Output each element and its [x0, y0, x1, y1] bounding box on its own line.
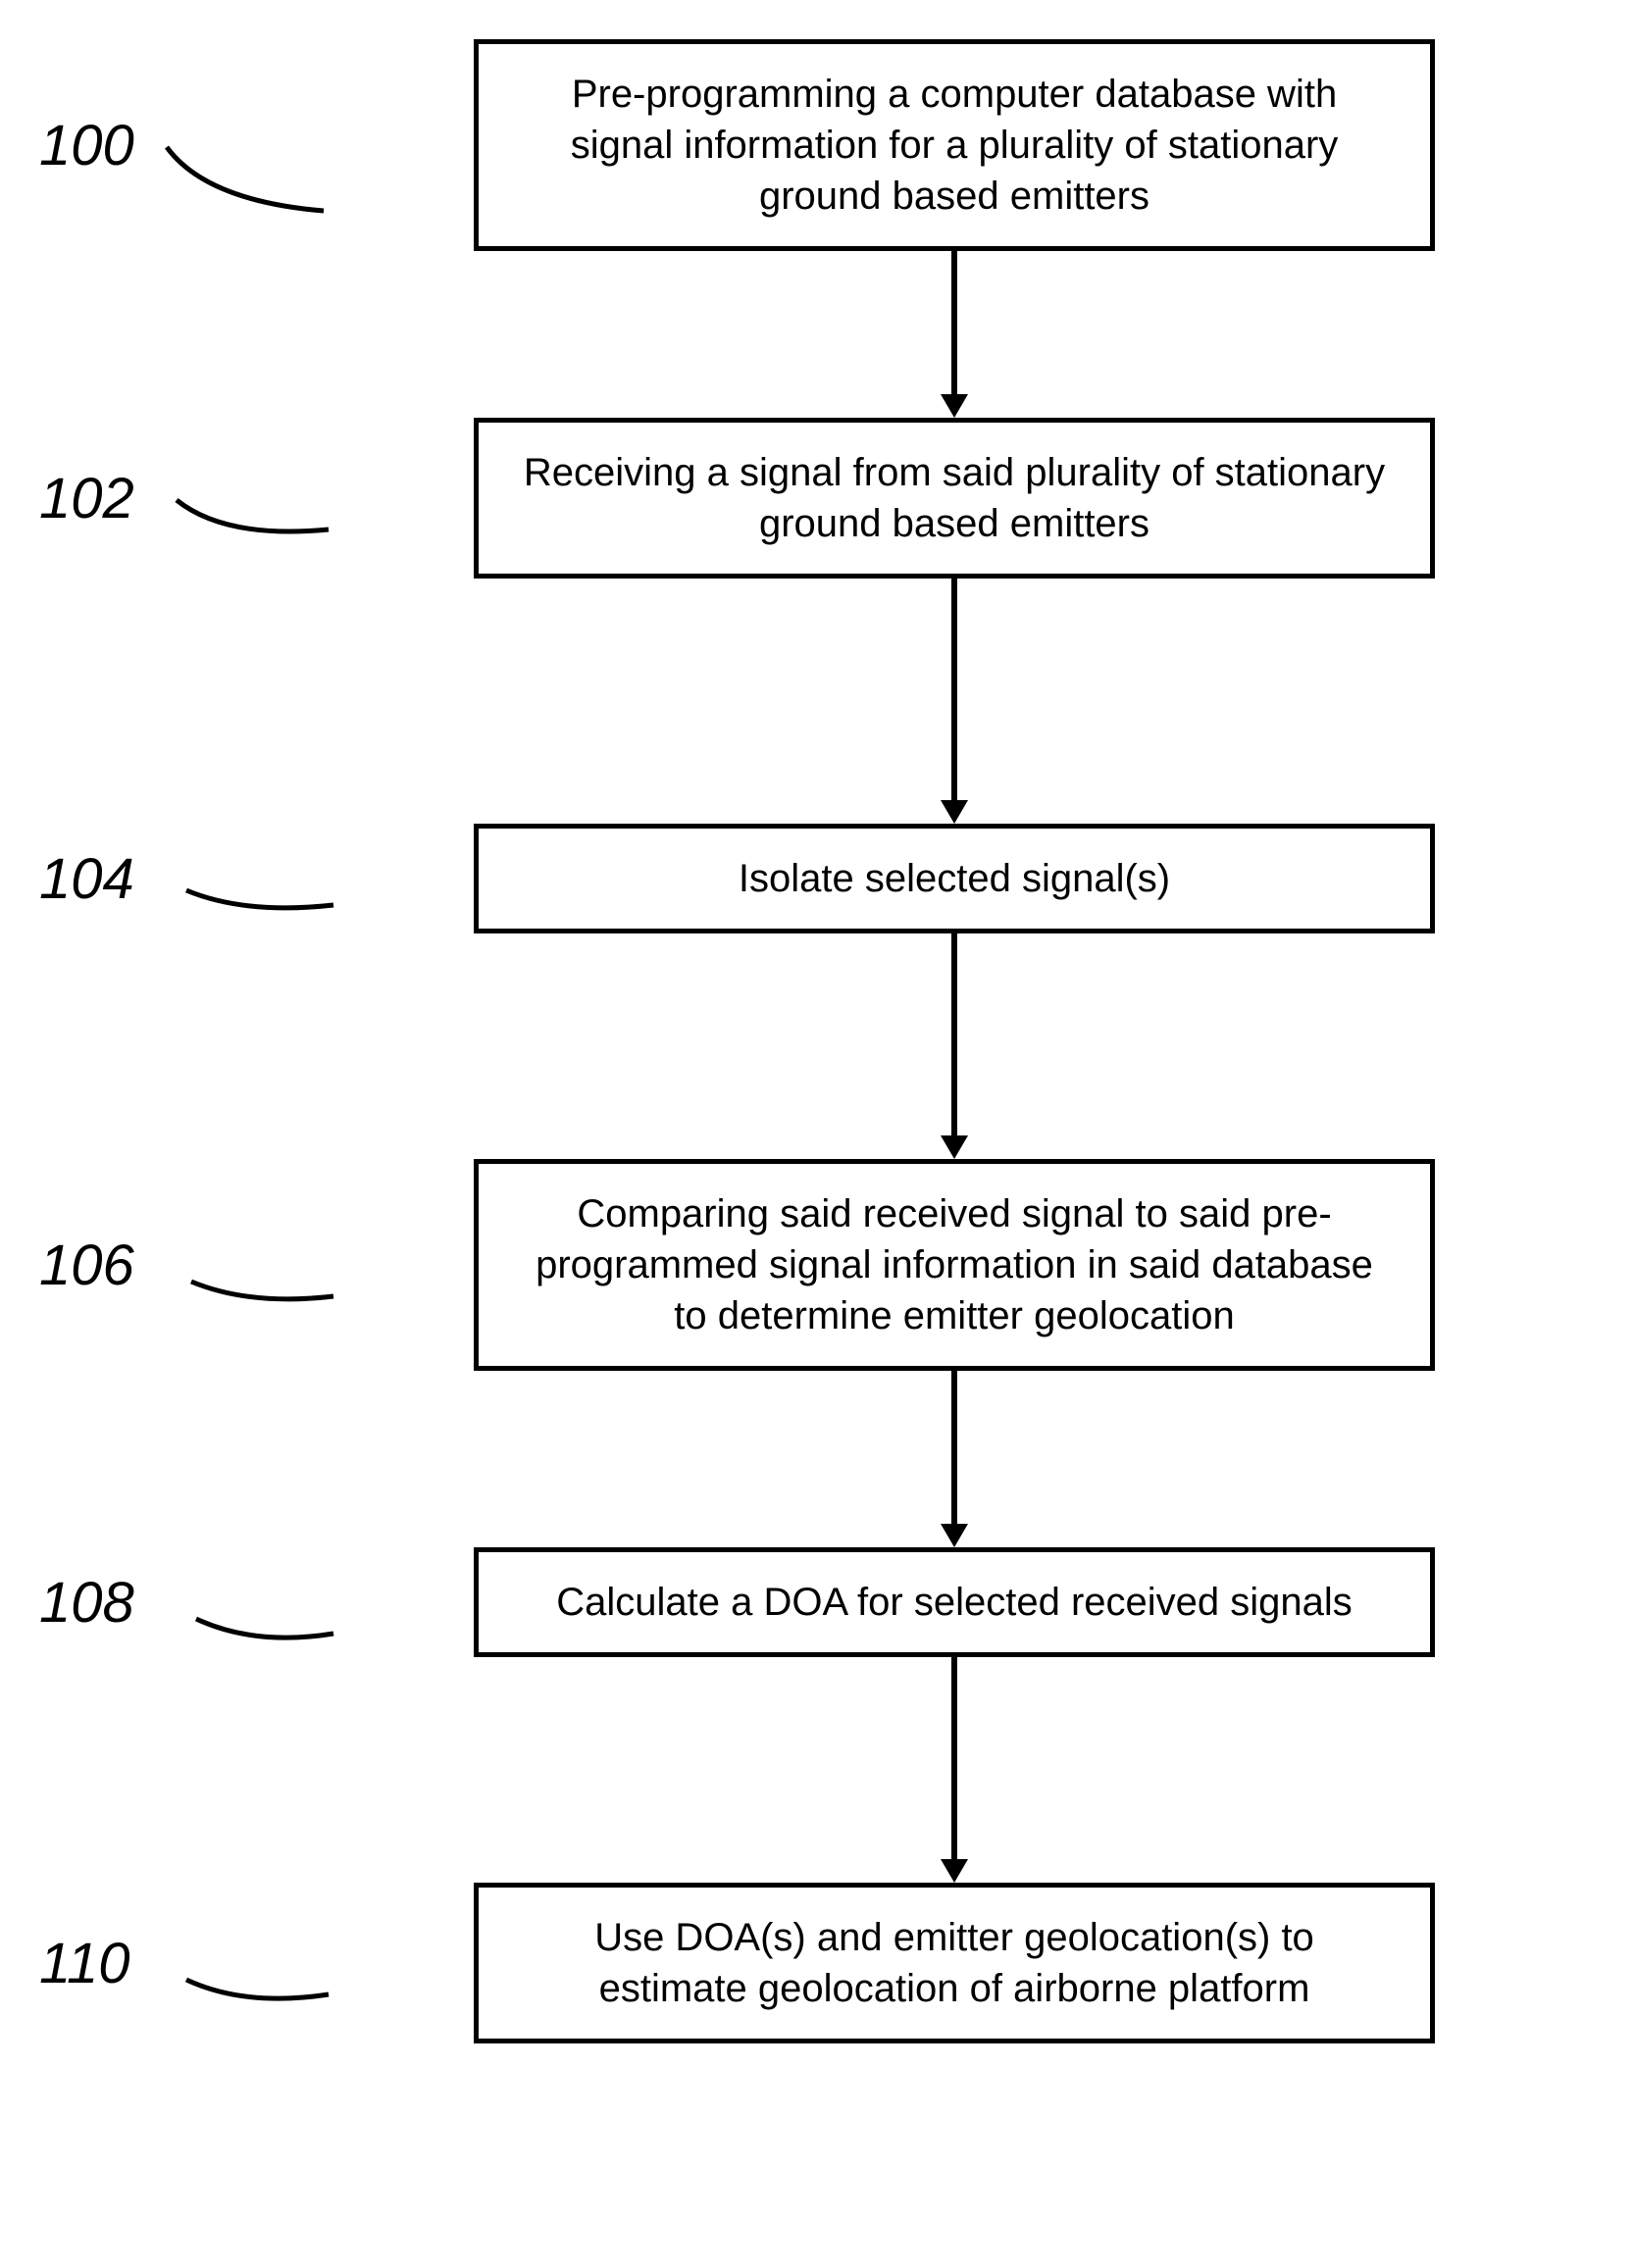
flow-step: 108 Calculate a DOA for selected receive…: [39, 1547, 1595, 1657]
down-arrow-icon: [925, 251, 984, 418]
box-column: Calculate a DOA for selected received si…: [314, 1547, 1595, 1657]
arrow-container: [39, 251, 1595, 418]
box-column: Pre-programming a computer database with…: [314, 39, 1595, 251]
label-column: 104: [39, 846, 314, 912]
callout-line-icon: [181, 1272, 358, 1340]
box-column: Isolate selected signal(s): [314, 824, 1595, 933]
flow-box: Isolate selected signal(s): [474, 824, 1435, 933]
callout-line-icon: [167, 485, 363, 564]
down-arrow-icon: [925, 579, 984, 824]
arrow-container: [39, 579, 1595, 824]
flow-step: 100 Pre-programming a computer database …: [39, 39, 1595, 251]
step-label: 104: [39, 846, 134, 912]
box-column: Comparing said received signal to said p…: [314, 1159, 1595, 1371]
callout-line-icon: [186, 1609, 363, 1678]
label-column: 100: [39, 113, 314, 178]
down-arrow-icon: [925, 1371, 984, 1547]
label-column: 102: [39, 466, 314, 531]
step-label: 102: [39, 466, 134, 531]
flow-box: Receiving a signal from said plurality o…: [474, 418, 1435, 579]
step-label: 108: [39, 1570, 134, 1636]
arrow-container: [39, 1657, 1595, 1883]
flowchart-container: 100 Pre-programming a computer database …: [39, 39, 1595, 2043]
flow-step: 102 Receiving a signal from said plurali…: [39, 418, 1595, 579]
flow-step: 106 Comparing said received signal to sa…: [39, 1159, 1595, 1371]
step-label: 106: [39, 1233, 134, 1298]
step-label: 100: [39, 113, 134, 178]
flow-box: Calculate a DOA for selected received si…: [474, 1547, 1435, 1657]
arrow-container: [39, 933, 1595, 1159]
step-label: 110: [39, 1931, 129, 1996]
arrow-container: [39, 1371, 1595, 1547]
label-column: 106: [39, 1233, 314, 1298]
down-arrow-icon: [925, 1657, 984, 1883]
flow-step: 104 Isolate selected signal(s): [39, 824, 1595, 933]
callout-line-icon: [177, 881, 353, 949]
callout-line-icon: [157, 132, 353, 230]
flow-box: Comparing said received signal to said p…: [474, 1159, 1435, 1371]
flow-box: Use DOA(s) and emitter geolocation(s) to…: [474, 1883, 1435, 2043]
box-column: Use DOA(s) and emitter geolocation(s) to…: [314, 1883, 1595, 2043]
label-column: 110: [39, 1931, 314, 1996]
flow-box: Pre-programming a computer database with…: [474, 39, 1435, 251]
callout-line-icon: [177, 1970, 353, 2039]
flow-step: 110 Use DOA(s) and emitter geolocation(s…: [39, 1883, 1595, 2043]
down-arrow-icon: [925, 933, 984, 1159]
box-column: Receiving a signal from said plurality o…: [314, 418, 1595, 579]
label-column: 108: [39, 1570, 314, 1636]
